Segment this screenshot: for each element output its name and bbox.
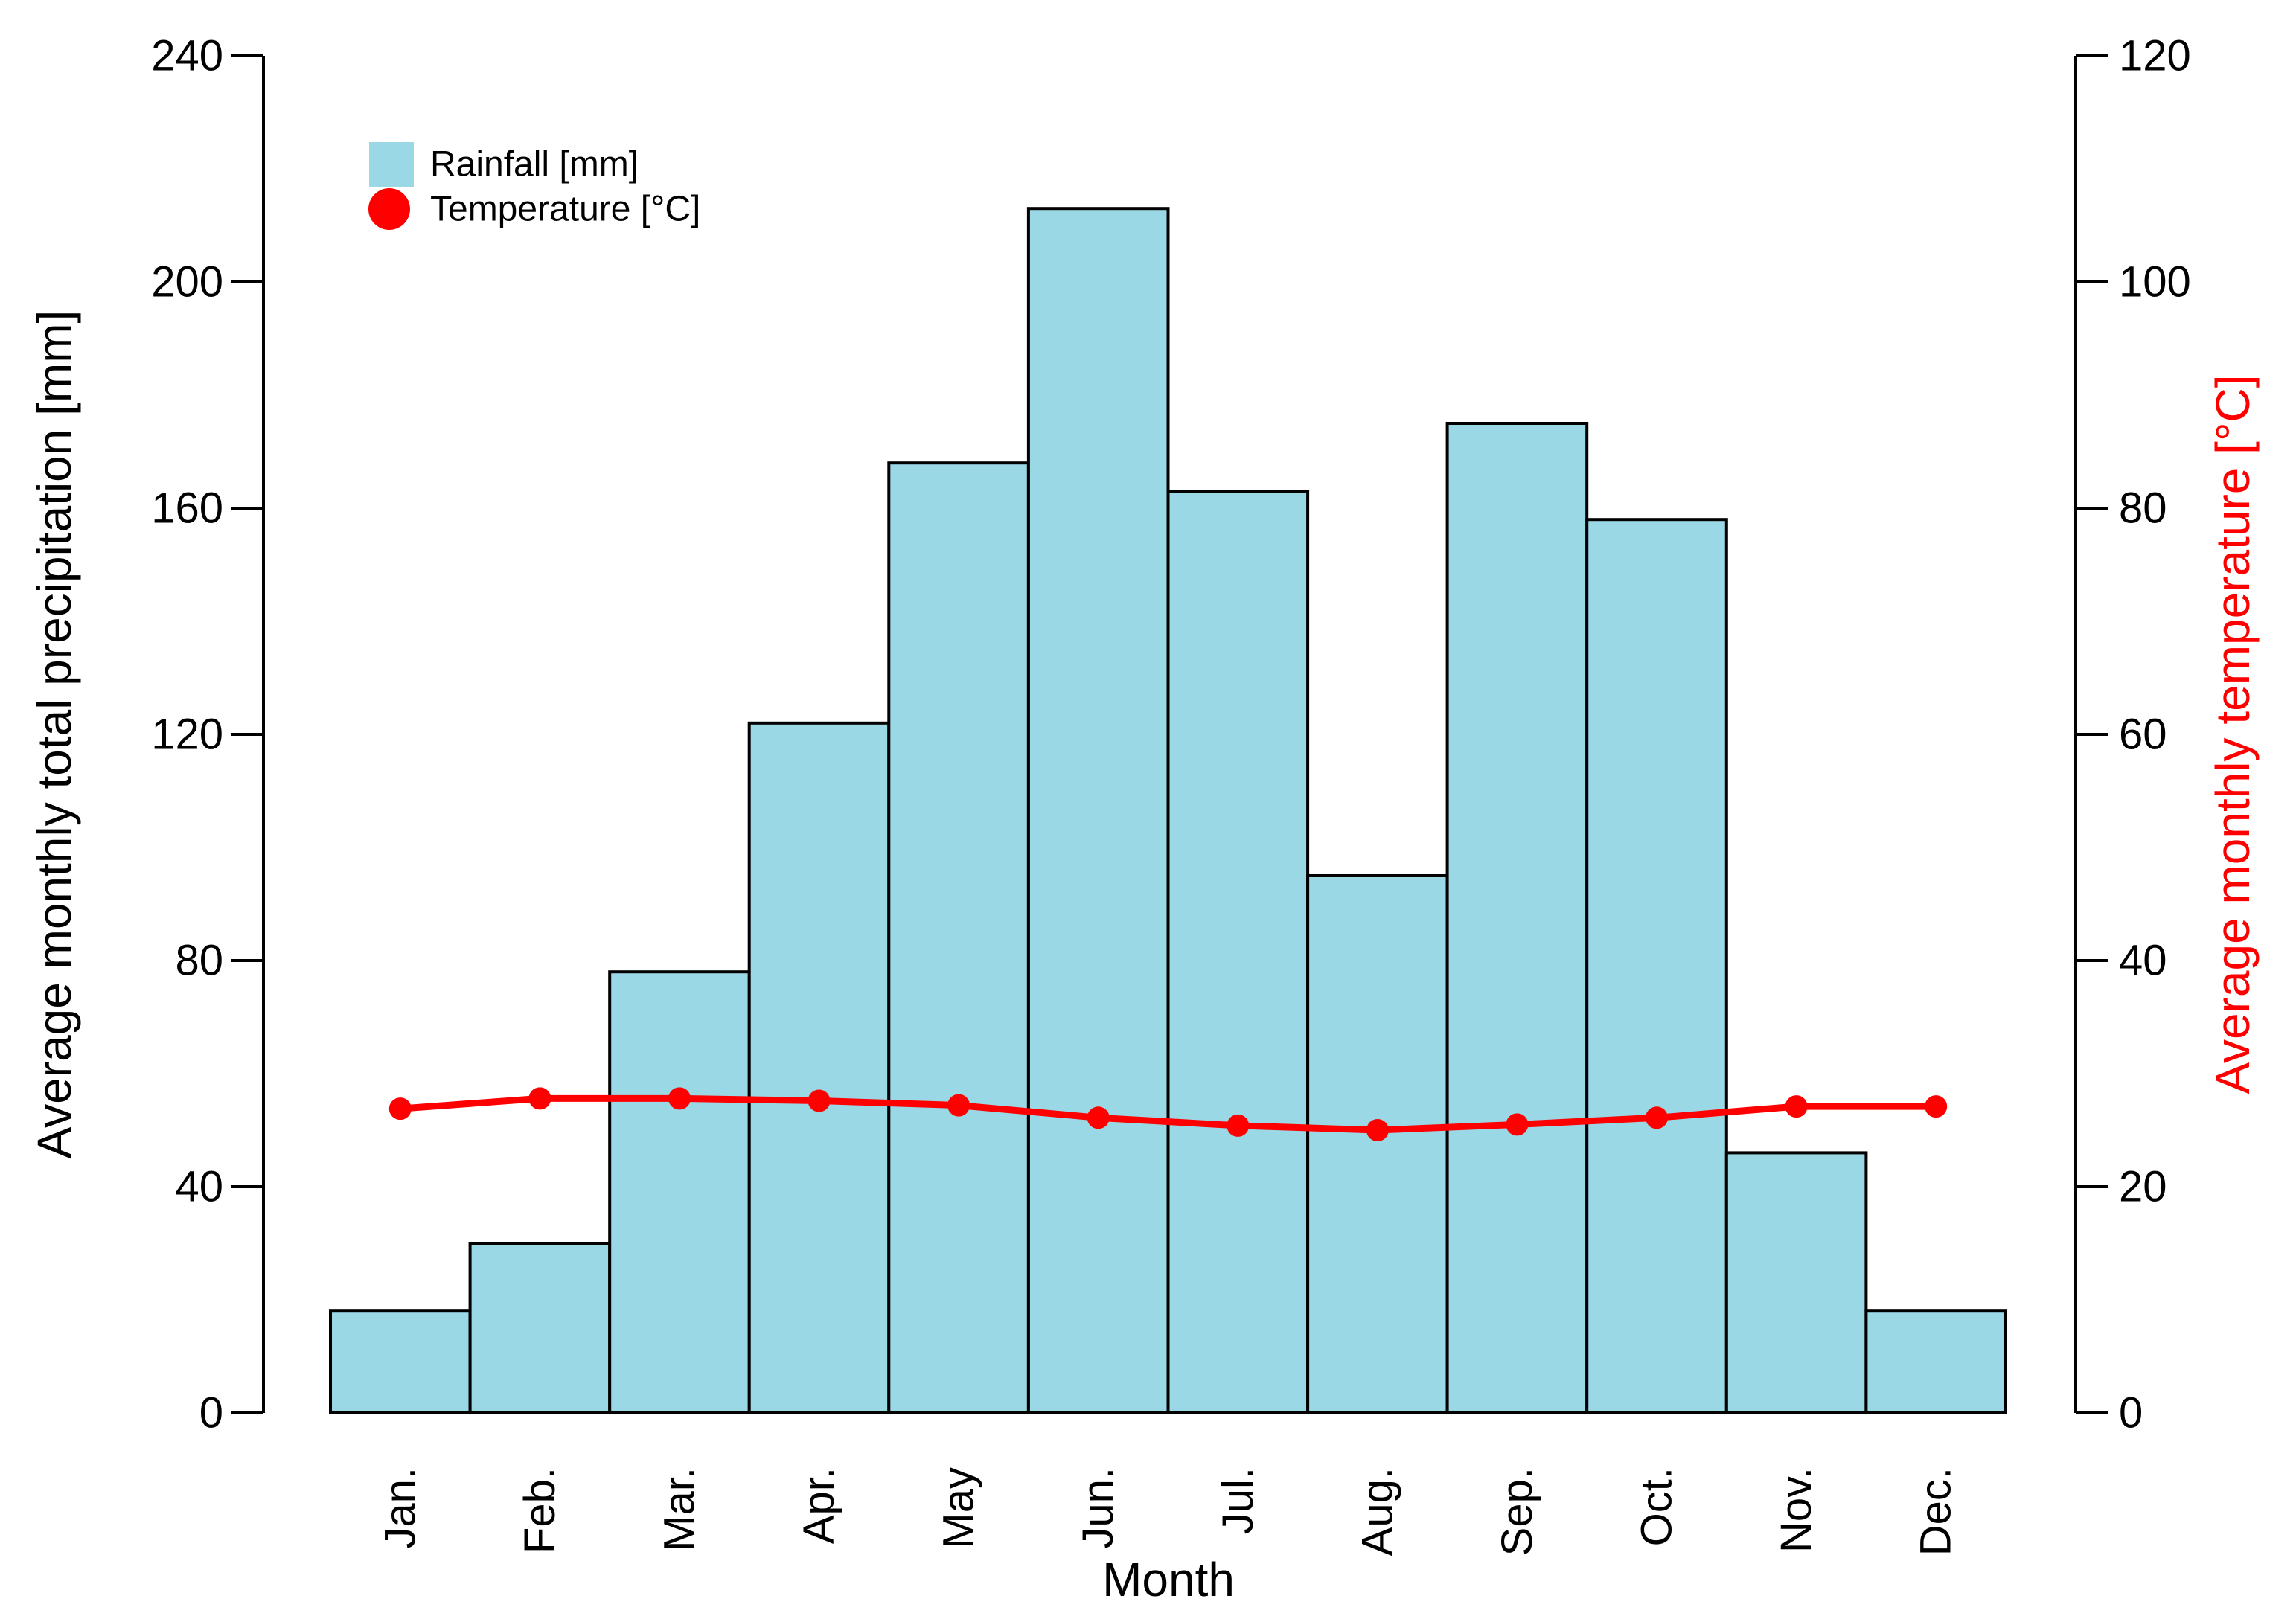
left-axis-tick-label-240: 240	[151, 32, 223, 80]
right-axis-title: Average monthly temperature [°C]	[2206, 374, 2260, 1094]
temperature-point-jul	[1227, 1114, 1250, 1137]
month-label-may: May	[935, 1467, 983, 1549]
temperature-point-jun	[1087, 1106, 1110, 1129]
temperature-point-feb	[528, 1087, 551, 1110]
temperature-point-dec	[1925, 1095, 1948, 1118]
temperature-series-group	[388, 1087, 1948, 1141]
rainfall-bar-apr	[747, 721, 891, 1414]
right-axis-tick-label-120: 120	[2119, 32, 2191, 80]
right-axis: 0 20 40 60 80 100 120	[2074, 32, 2191, 1437]
rainfall-bar-jul	[1166, 490, 1310, 1415]
month-label-aug: Aug.	[1353, 1467, 1401, 1556]
left-axis-tick-label-160: 160	[151, 484, 223, 533]
right-axis-tick-label-40: 40	[2119, 937, 2167, 985]
legend: Rainfall [mm] Temperature [°C]	[368, 142, 700, 230]
right-axis-tick-label-20: 20	[2119, 1163, 2167, 1211]
month-label-jan: Jan.	[376, 1467, 424, 1549]
temperature-point-oct	[1646, 1106, 1668, 1129]
rainfall-bar-mar	[608, 970, 751, 1414]
right-axis-tick-label-0: 0	[2119, 1389, 2143, 1437]
month-label-jun: Jun.	[1074, 1467, 1122, 1549]
month-label-apr: Apr.	[795, 1467, 843, 1544]
month-label-dec: Dec.	[1912, 1467, 1960, 1556]
rainfall-bar-dec	[1864, 1309, 2007, 1414]
month-label-nov: Nov.	[1772, 1467, 1820, 1553]
month-label-sep: Sep.	[1493, 1467, 1541, 1556]
legend-rainfall-label: Rainfall [mm]	[430, 145, 639, 185]
legend-temperature-label: Temperature [°C]	[430, 190, 700, 229]
temperature-line	[397, 1094, 1940, 1134]
month-label-jul: Jul.	[1214, 1467, 1262, 1534]
left-axis-tick-label-80: 80	[175, 937, 223, 985]
rainfall-bars-group	[329, 207, 2007, 1415]
x-axis-title: Month	[1102, 1553, 1235, 1606]
temperature-point-apr	[808, 1089, 831, 1112]
temperature-point-aug	[1366, 1119, 1389, 1141]
temperature-point-sep	[1506, 1113, 1529, 1136]
rainfall-bar-jan	[329, 1309, 472, 1414]
temperature-point-nov	[1785, 1095, 1808, 1118]
temperature-point-may	[947, 1094, 970, 1117]
legend-temperature-marker	[368, 188, 410, 230]
left-axis-tick-label-120: 120	[151, 711, 223, 759]
left-axis-tick-label-0: 0	[199, 1389, 223, 1437]
left-axis-tick-label-200: 200	[151, 258, 223, 307]
month-labels-group: Jan. Feb. Mar. Apr. May Jun. Jul. Aug. Sep. Oct. N…	[376, 1467, 1960, 1556]
temperature-point-jan	[388, 1097, 412, 1121]
rainfall-bar-may	[887, 461, 1030, 1415]
rainfall-bar-nov	[1724, 1151, 1868, 1415]
rainfall-bar-oct	[1585, 518, 1728, 1415]
month-label-feb: Feb.	[516, 1467, 564, 1554]
rainfall-bar-sep	[1445, 422, 1589, 1414]
rainfall-bar-aug	[1306, 874, 1449, 1414]
rainfall-bar-jun	[1026, 207, 1170, 1415]
month-label-oct: Oct.	[1633, 1467, 1681, 1546]
month-label-mar: Mar.	[656, 1467, 704, 1551]
right-axis-tick-label-80: 80	[2119, 484, 2167, 533]
left-axis: 0 40 80 120 160 200 240	[151, 32, 265, 1437]
left-axis-title: Average monthly total precipitation [mm]	[28, 310, 81, 1159]
right-axis-tick-label-100: 100	[2119, 258, 2191, 307]
temperature-point-mar	[668, 1087, 691, 1110]
legend-rainfall-swatch	[369, 142, 414, 187]
rainfall-bar-feb	[468, 1242, 612, 1414]
right-axis-tick-label-60: 60	[2119, 711, 2167, 759]
left-axis-tick-label-40: 40	[175, 1163, 223, 1211]
